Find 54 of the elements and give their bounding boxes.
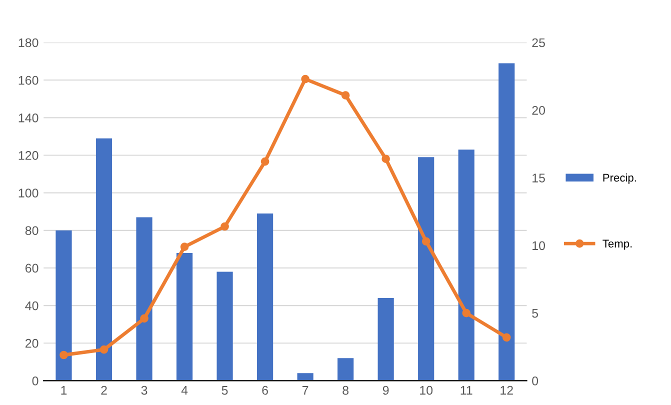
x-tick-label: 5	[222, 386, 228, 395]
bar	[458, 150, 474, 381]
point	[341, 91, 350, 100]
x-tick-label: 10	[420, 386, 433, 395]
legend-label: Temp.	[602, 240, 632, 250]
point	[220, 222, 229, 231]
point	[422, 237, 430, 246]
x-tick-label: 8	[342, 386, 348, 395]
point	[180, 242, 189, 251]
point	[301, 74, 310, 84]
y-tick-label: 100	[18, 188, 38, 198]
y-tick-label: 160	[18, 76, 38, 85]
x-tick-label: 4	[181, 386, 188, 395]
y-tick-label: 60	[25, 264, 38, 273]
y-tick-label: 20	[25, 338, 38, 348]
y-tick-label: 80	[25, 226, 38, 236]
bar	[176, 252, 193, 381]
y2-tick-label: 15	[532, 174, 545, 182]
y2-tick-label: 0	[532, 376, 538, 386]
point	[140, 314, 148, 323]
bar	[418, 157, 434, 381]
point	[462, 308, 471, 318]
y2-tick-label: 10	[532, 241, 546, 250]
bar	[216, 272, 233, 381]
point	[502, 333, 511, 342]
y-tick-label: 120	[18, 151, 38, 160]
legend-label: Precip.	[603, 173, 636, 184]
x-tick-label: 9	[382, 386, 389, 395]
x-tick-label: 6	[262, 386, 268, 395]
point	[100, 345, 108, 354]
y-tick-label: 140	[18, 113, 38, 122]
x-tick-label: 2	[101, 386, 107, 395]
bar	[136, 217, 152, 381]
point	[260, 157, 270, 166]
x-tick-label: 3	[141, 386, 148, 395]
bar	[56, 230, 72, 381]
bar	[96, 138, 112, 381]
y2-tick-label: 25	[532, 38, 545, 48]
y2-tick-label: 20	[532, 106, 546, 115]
y-tick-label: 40	[25, 301, 38, 310]
y-tick-label: 0	[32, 376, 38, 386]
y2-tick-label: 5	[532, 308, 538, 318]
x-tick-label: 12	[500, 386, 513, 395]
point	[382, 154, 390, 164]
bar	[256, 213, 274, 381]
bar	[378, 298, 394, 381]
bar	[338, 358, 354, 381]
x-tick-label: 11	[460, 386, 472, 395]
bar	[498, 63, 515, 381]
x-tick-label: 7	[302, 386, 308, 395]
bar	[297, 373, 314, 381]
y-tick-label: 180	[18, 38, 38, 48]
point	[60, 350, 68, 360]
x-tick-label: 1	[61, 386, 67, 395]
